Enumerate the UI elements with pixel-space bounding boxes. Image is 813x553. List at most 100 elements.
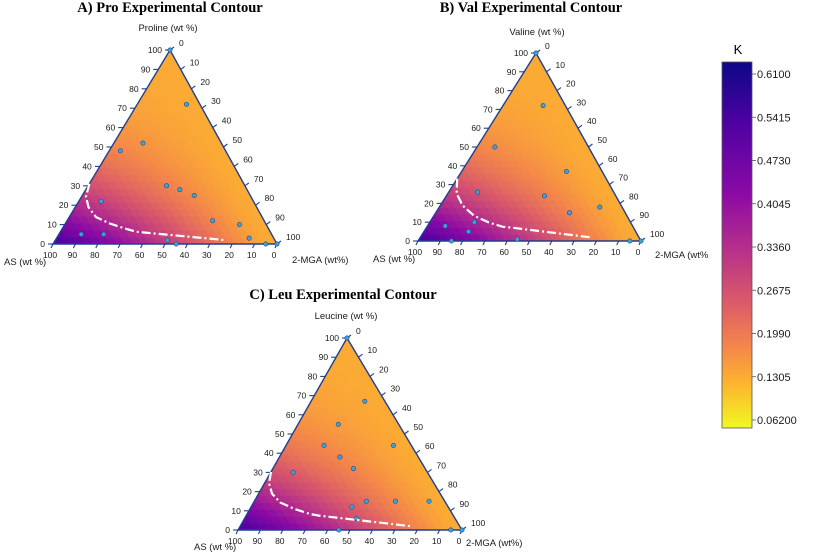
tick-label: 10 bbox=[556, 60, 566, 70]
tick-label: 50 bbox=[414, 422, 424, 432]
ternary-panel-leu: C) Leu Experimental Contour Leucine (wt … bbox=[194, 287, 522, 553]
panel-title: B) Val Experimental Contour bbox=[440, 0, 623, 16]
data-points bbox=[442, 50, 644, 244]
data-point bbox=[177, 187, 183, 193]
tick-label: 10 bbox=[231, 506, 241, 516]
top-axis-label: Leucine (wt %) bbox=[315, 311, 378, 322]
tick-label: 20 bbox=[379, 364, 389, 374]
data-point bbox=[392, 498, 398, 504]
data-point bbox=[263, 241, 269, 247]
data-point bbox=[246, 235, 252, 241]
tick-label: 70 bbox=[297, 391, 307, 401]
tick-label: 80 bbox=[129, 84, 139, 94]
tick-label: 60 bbox=[425, 441, 435, 451]
tick-label: 70 bbox=[619, 173, 629, 183]
data-point bbox=[563, 168, 569, 174]
right-axis-label: 2-MGA (wt%) bbox=[292, 255, 348, 266]
data-point bbox=[362, 398, 368, 404]
colorbar-tick-label: 0.1305 bbox=[757, 372, 791, 384]
tick-label: 70 bbox=[483, 104, 493, 114]
ternary-panel-val: B) Val Experimental Contour Valine (wt %… bbox=[373, 0, 709, 265]
tick-label: 50 bbox=[460, 142, 470, 152]
tick-label: 70 bbox=[437, 460, 447, 470]
data-points bbox=[290, 335, 465, 533]
contour-fill bbox=[53, 50, 277, 244]
data-point bbox=[140, 140, 146, 146]
tick-label: 60 bbox=[471, 123, 481, 133]
right-axis-label: 2-MGA (wt% bbox=[655, 250, 709, 261]
tick-label: 100 bbox=[43, 250, 57, 260]
tick-label: 70 bbox=[254, 174, 264, 184]
tick-label: 30 bbox=[577, 97, 587, 107]
binodal-curve bbox=[267, 471, 411, 528]
data-point bbox=[236, 222, 242, 228]
tick-label: 30 bbox=[387, 536, 397, 546]
tick-labels: 0010010109020208030307040406050505060604… bbox=[405, 41, 664, 257]
colorbar-ticks: 0.6100 0.5415 0.4730 0.4045 0.3360 0.2675 0.19… bbox=[752, 69, 797, 427]
tick-label: 40 bbox=[180, 250, 190, 260]
tick-label: 40 bbox=[222, 116, 232, 126]
tick-label: 30 bbox=[71, 181, 81, 191]
tick-label: 40 bbox=[264, 448, 274, 458]
tick-label: 30 bbox=[211, 96, 221, 106]
tick-label: 60 bbox=[499, 247, 509, 257]
panel-title: A) Pro Experimental Contour bbox=[77, 0, 263, 16]
tick-label: 0 bbox=[179, 38, 184, 48]
tick-label: 60 bbox=[243, 154, 253, 164]
tick-label: 90 bbox=[253, 536, 263, 546]
top-axis-label: Valine (wt %) bbox=[509, 27, 564, 38]
tick-label: 90 bbox=[319, 352, 329, 362]
tick-label: 10 bbox=[611, 247, 621, 257]
data-point bbox=[98, 198, 104, 204]
tick-label: 10 bbox=[247, 250, 257, 260]
left-axis-label: AS (wt %) bbox=[373, 254, 415, 265]
tick-label: 30 bbox=[391, 384, 401, 394]
colorbar-tick-label: 0.1990 bbox=[757, 329, 791, 341]
data-point bbox=[210, 218, 216, 224]
tick-label: 10 bbox=[190, 57, 200, 67]
colorbar-tick-label: 0.06200 bbox=[757, 415, 797, 427]
data-point bbox=[351, 466, 357, 472]
ternary-panel-pro: A) Pro Experimental Contour Proline (wt … bbox=[4, 0, 348, 268]
tick-label: 100 bbox=[286, 232, 300, 242]
tick-label: 20 bbox=[409, 536, 419, 546]
tick-label: 70 bbox=[297, 536, 307, 546]
tick-label: 60 bbox=[608, 154, 618, 164]
colorbar-tick-label: 0.6100 bbox=[757, 69, 791, 81]
data-point bbox=[344, 335, 350, 341]
tick-label: 60 bbox=[320, 536, 330, 546]
colorbar-tick-label: 0.3360 bbox=[757, 242, 791, 254]
tick-label: 20 bbox=[59, 200, 69, 210]
contour-fill bbox=[238, 338, 462, 530]
tick-label: 10 bbox=[432, 536, 442, 546]
data-point bbox=[566, 210, 572, 216]
tick-label: 50 bbox=[522, 247, 532, 257]
tick-label: 40 bbox=[448, 161, 458, 171]
tick-label: 0 bbox=[272, 250, 277, 260]
tick-label: 40 bbox=[544, 247, 554, 257]
data-point bbox=[465, 229, 471, 235]
data-point bbox=[164, 183, 170, 189]
data-point bbox=[459, 527, 465, 533]
data-point bbox=[363, 498, 369, 504]
right-axis-label: 2-MGA (wt%) bbox=[466, 538, 522, 549]
tick-label: 100 bbox=[514, 48, 528, 58]
tick-label: 50 bbox=[233, 135, 243, 145]
tick-label: 100 bbox=[650, 229, 664, 239]
data-point bbox=[290, 469, 296, 475]
data-point bbox=[191, 193, 197, 199]
tick-label: 0 bbox=[356, 326, 361, 336]
data-point bbox=[471, 219, 477, 225]
panel-title: C) Leu Experimental Contour bbox=[249, 287, 437, 303]
data-points bbox=[78, 47, 280, 247]
data-point bbox=[349, 504, 355, 510]
data-point bbox=[442, 223, 448, 229]
data-point bbox=[475, 189, 481, 195]
data-point bbox=[426, 498, 432, 504]
data-point bbox=[533, 50, 539, 56]
tick-label: 80 bbox=[90, 250, 100, 260]
tick-label: 90 bbox=[141, 64, 151, 74]
tick-label: 0 bbox=[545, 41, 550, 51]
tick-label: 30 bbox=[253, 467, 263, 477]
colorbar-gradient bbox=[721, 61, 753, 429]
